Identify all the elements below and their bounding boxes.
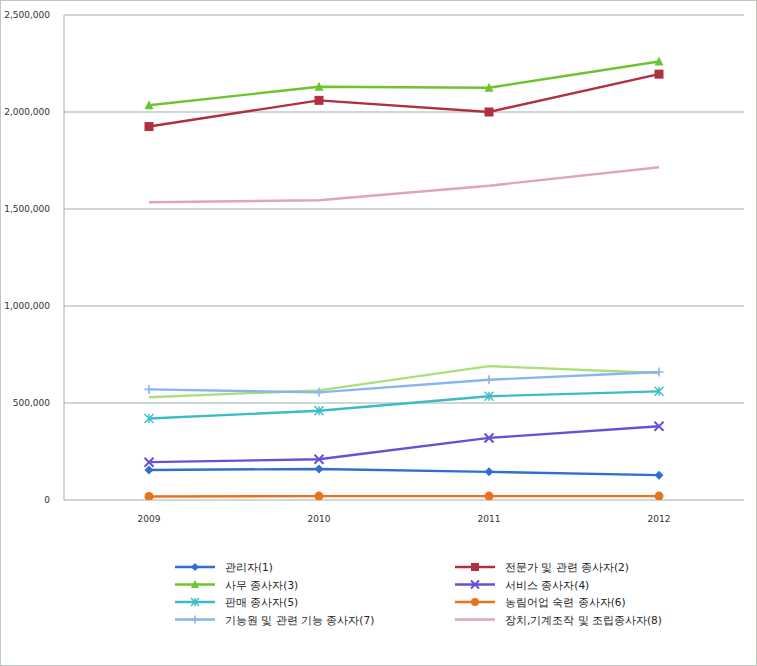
legend-item: 판매 종사자(5) — [175, 596, 298, 608]
marker — [471, 598, 479, 606]
marker — [145, 414, 154, 423]
grid-line — [64, 112, 744, 113]
series-line — [149, 495, 659, 498]
series-line — [149, 469, 659, 475]
marker — [485, 467, 494, 476]
legend-label: 관리자(1) — [225, 561, 273, 573]
legend-item: 서비스 종사자(4) — [455, 579, 589, 591]
legend-item: 관리자(1) — [175, 561, 273, 573]
chart-wrap: 0 500,000 1,000,000 1,500,000 2,000,000 2,500… — [0, 0, 757, 666]
series-line — [149, 391, 659, 418]
marker — [191, 598, 199, 606]
marker — [191, 616, 199, 624]
legend-label: 농림어업 숙련 종사자(6) — [505, 596, 626, 608]
x-tick-label: 2012 — [648, 514, 671, 524]
y-tick-label: 2,000,000 — [4, 107, 50, 117]
marker — [191, 580, 199, 588]
marker — [315, 82, 324, 91]
marker — [485, 392, 494, 401]
series-line — [149, 74, 659, 126]
marker — [471, 563, 479, 571]
legend-label: 장치,기계조작 및 조립종사자(8) — [505, 614, 662, 626]
marker — [145, 492, 154, 500]
legend-item: 농림어업 숙련 종사자(6) — [455, 596, 626, 608]
marker — [145, 385, 154, 394]
series-line — [149, 426, 659, 462]
marker — [191, 563, 199, 571]
frame — [1, 1, 757, 666]
marker — [655, 471, 664, 480]
legend-label: 사무 종사자(3) — [225, 579, 298, 591]
y-axis — [64, 15, 65, 500]
series-line — [149, 167, 659, 202]
grid-line — [64, 500, 744, 501]
marker — [315, 455, 324, 464]
legend-label: 서비스 종사자(4) — [505, 579, 589, 591]
legend-item: 사무 종사자(3) — [175, 579, 298, 591]
marker — [655, 367, 664, 376]
y-tick-label: 1,000,000 — [4, 301, 50, 311]
series-line — [149, 62, 659, 106]
y-tick-label: 500,000 — [13, 398, 50, 408]
marker — [655, 492, 664, 500]
marker — [145, 100, 154, 109]
legend-label: 전문가 및 관련 종사자(2) — [505, 561, 629, 573]
marker — [315, 96, 324, 105]
y-tick-label: 0 — [44, 495, 50, 505]
x-tick-label: 2009 — [138, 514, 161, 524]
legend-item: 기능원 및 관련 기능 종사자(7) — [175, 614, 374, 626]
marker — [655, 57, 664, 66]
grid-line — [64, 306, 744, 307]
legend-line — [455, 618, 495, 620]
marker — [655, 387, 664, 396]
series-line — [149, 372, 659, 392]
marker — [315, 388, 324, 397]
y-tick-label: 1,500,000 — [4, 204, 50, 214]
marker — [145, 458, 154, 467]
x-tick-label: 2010 — [308, 514, 331, 524]
legend-label: 기능원 및 관련 기능 종사자(7) — [225, 614, 374, 626]
marker — [315, 464, 324, 473]
marker — [485, 492, 494, 500]
marker — [655, 422, 664, 431]
marker — [145, 465, 154, 474]
marker — [485, 375, 494, 384]
marker — [655, 70, 664, 79]
marker — [485, 83, 494, 92]
plot-area — [145, 57, 664, 500]
chart: 0 500,000 1,000,000 1,500,000 2,000,000 2,500… — [0, 0, 757, 666]
legend-item: 장치,기계조작 및 조립종사자(8) — [455, 614, 662, 626]
marker — [485, 108, 494, 117]
marker — [315, 406, 324, 415]
marker — [145, 122, 154, 131]
marker — [315, 492, 324, 500]
legend-label: 판매 종사자(5) — [225, 596, 298, 608]
marker — [471, 581, 479, 589]
grid-line — [64, 209, 744, 210]
marker — [485, 433, 494, 442]
grid-line — [64, 15, 744, 16]
y-tick-label: 2,500,000 — [4, 10, 50, 20]
x-tick-label: 2011 — [478, 514, 501, 524]
legend-item: 전문가 및 관련 종사자(2) — [455, 561, 629, 573]
